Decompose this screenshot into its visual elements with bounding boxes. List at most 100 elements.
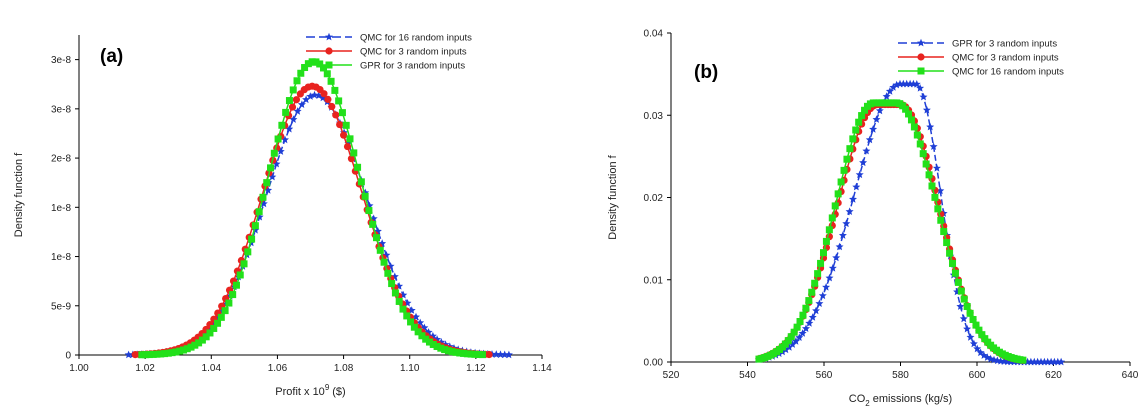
- series-circle-1: [131, 82, 493, 359]
- data-point: [347, 155, 356, 163]
- data-point: [259, 193, 267, 201]
- data-point: [343, 142, 352, 151]
- data-point: [350, 149, 358, 157]
- data-point: [302, 95, 311, 104]
- x-tick-label: 1.02: [135, 363, 155, 374]
- data-point: [963, 303, 971, 311]
- data-point: [354, 163, 362, 171]
- data-point: [210, 324, 218, 332]
- x-tick-label: 540: [739, 370, 756, 381]
- data-point: [796, 318, 804, 326]
- x-axis-label-main: CO: [849, 393, 866, 405]
- data-point: [811, 279, 819, 287]
- data-point: [846, 145, 854, 153]
- data-point: [276, 147, 285, 155]
- data-point: [925, 171, 933, 179]
- data-point: [267, 164, 275, 172]
- data-point: [837, 178, 845, 186]
- data-point: [342, 121, 350, 129]
- data-point: [831, 202, 839, 210]
- x-tick-label: 520: [663, 370, 680, 381]
- data-point: [149, 350, 157, 358]
- chart-a-svg: 1.00 1.02 1.04 1.06 1.08 1.10 1.12 1.14 0 5e-9 1e-…: [13, 33, 552, 399]
- data-point: [910, 123, 918, 131]
- data-point: [176, 347, 184, 355]
- data-point: [913, 131, 921, 139]
- data-point: [981, 335, 989, 343]
- data-point: [972, 321, 980, 329]
- data-point: [460, 349, 468, 357]
- data-point: [795, 333, 804, 341]
- data-point: [336, 120, 344, 129]
- data-point: [437, 344, 445, 352]
- data-point: [922, 105, 931, 114]
- data-point: [969, 316, 977, 324]
- data-point: [838, 231, 847, 239]
- data-point: [153, 350, 161, 358]
- data-point: [906, 79, 915, 88]
- data-point: [444, 347, 452, 355]
- data-point: [195, 339, 203, 347]
- data-point: [940, 228, 948, 236]
- data-point: [859, 158, 868, 167]
- data-point: [297, 100, 306, 108]
- data-point: [825, 226, 833, 234]
- data-point: [954, 278, 962, 286]
- data-point: [822, 237, 830, 245]
- data-point: [842, 219, 851, 228]
- x-tick-label: 1.14: [532, 363, 552, 374]
- data-point: [320, 90, 328, 98]
- data-point: [834, 190, 842, 198]
- y-axis-label: Density function f: [13, 152, 25, 237]
- series-line: [135, 85, 490, 356]
- y-tick-label: 0.04: [644, 29, 664, 40]
- data-point: [1000, 357, 1009, 365]
- data-point: [138, 351, 146, 359]
- chart-b-svg: 520 540 560 580 600 620 640 0.00 0.01 0.02 0.03 0.0…: [607, 29, 1139, 409]
- data-point: [285, 97, 293, 105]
- data-point: [1057, 357, 1066, 366]
- y-axis-label: Density function f: [607, 154, 619, 239]
- data-point: [452, 348, 460, 356]
- data-point: [403, 312, 411, 320]
- x-tick-label: 580: [892, 370, 909, 381]
- data-point: [978, 331, 986, 339]
- x-tick-label: 620: [1045, 370, 1062, 381]
- data-point: [424, 328, 433, 336]
- data-point: [293, 77, 301, 85]
- data-point: [179, 346, 187, 354]
- x-axis-label-unit: emissions (kg/s): [870, 393, 953, 405]
- data-point: [202, 333, 210, 341]
- legend-marker: [325, 47, 333, 55]
- data-point: [855, 170, 864, 179]
- data-point: [292, 96, 301, 104]
- data-point: [916, 84, 925, 92]
- data-point: [293, 107, 302, 115]
- legend-item-label: QMC for 16 random inputs: [952, 67, 1064, 78]
- legend-item-label: QMC for 3 random inputs: [952, 53, 1059, 64]
- x-axis-label-main: Profit x 10: [275, 386, 325, 398]
- data-point: [268, 172, 277, 181]
- y-tick-label: 5e-9: [51, 301, 71, 312]
- data-point: [882, 92, 891, 100]
- data-point: [308, 58, 316, 66]
- data-point: [819, 249, 827, 257]
- data-point: [471, 350, 479, 358]
- data-point: [172, 348, 180, 356]
- legend-item-label: QMC for 3 random inputs: [360, 47, 467, 58]
- data-point: [338, 109, 346, 117]
- series-line: [141, 61, 483, 356]
- data-point: [956, 302, 965, 310]
- series-square-2: [138, 58, 486, 359]
- data-point: [815, 299, 824, 307]
- x-axis-label-subscript: 2: [865, 399, 870, 408]
- data-point: [872, 115, 881, 123]
- data-point: [817, 259, 825, 267]
- x-tick-label: 1.12: [466, 363, 486, 374]
- data-point: [869, 125, 878, 133]
- x-tick-label: 1.00: [69, 363, 89, 374]
- data-point: [951, 269, 959, 277]
- data-point: [124, 350, 133, 359]
- y-tick-label: 0.01: [644, 275, 664, 286]
- data-point: [919, 92, 928, 101]
